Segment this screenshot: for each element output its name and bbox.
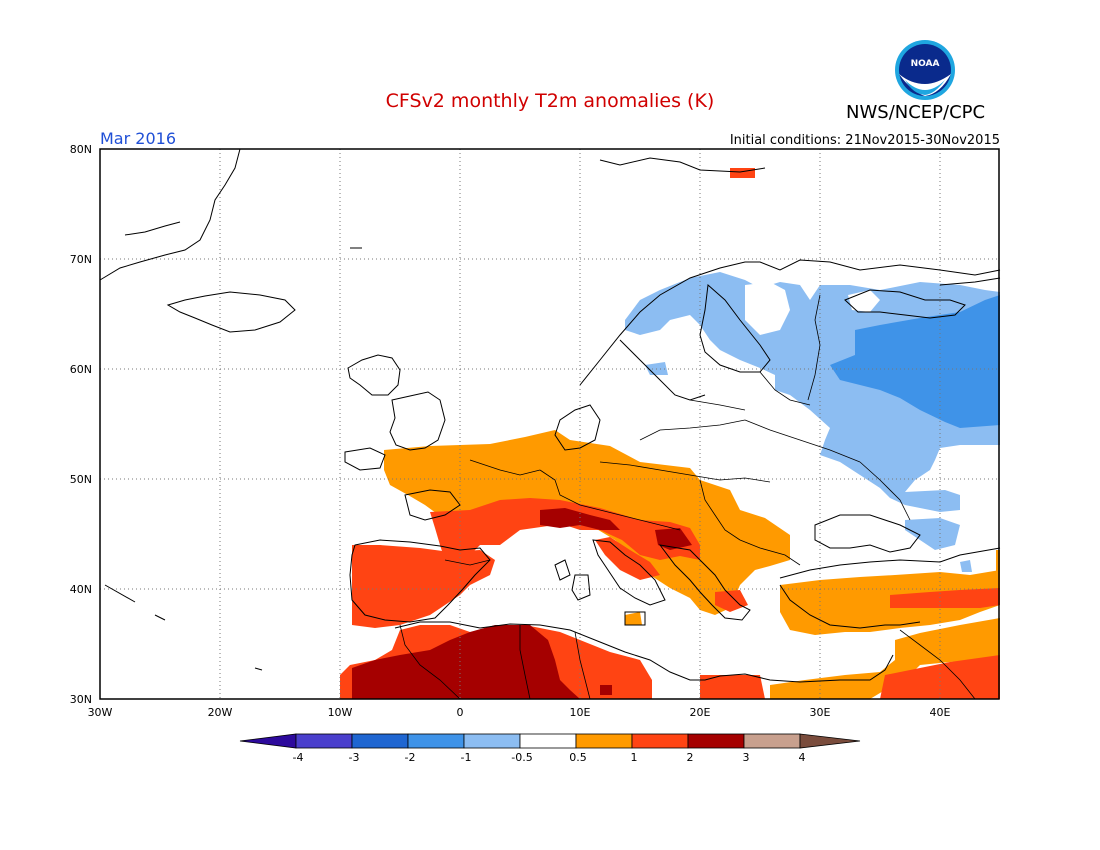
warm-anomaly-dark [352, 508, 692, 699]
colorbar-cell [631, 733, 689, 749]
coastlines [99, 148, 1001, 683]
colorbar-cell [743, 733, 801, 749]
colorbar-tick-label: 2 [686, 751, 694, 764]
lat-label-50n: 50N [69, 473, 92, 486]
country-borders [399, 294, 976, 700]
valid-month-label: Mar 2016 [100, 129, 176, 148]
colorbar-tick-label: -2 [404, 751, 416, 764]
colorbar-arrow-left [239, 733, 297, 749]
map-frame [99, 148, 1000, 700]
lon-label-30w: 30W [87, 706, 113, 719]
colorbar-tick-label: 4 [798, 751, 806, 764]
colorbar-cell [463, 733, 521, 749]
colorbar-tick-label: -1 [460, 751, 472, 764]
cold-anomaly-medium [830, 295, 1000, 428]
colorbar-cell [351, 733, 409, 749]
colorbar-cell [295, 733, 353, 749]
lat-label-60n: 60N [69, 363, 92, 376]
map-panel [99, 148, 1001, 700]
agency-label: NWS/NCEP/CPC [846, 102, 986, 123]
lon-label-40e: 40E [929, 706, 951, 719]
colorbar-cell [519, 733, 577, 749]
lon-label-10e: 10E [569, 706, 591, 719]
lon-label-10w: 10W [327, 706, 353, 719]
colorbar-arrow-right [799, 733, 861, 749]
colorbar-cell [407, 733, 465, 749]
lon-label-0: 0 [456, 706, 464, 719]
noaa-logo: NOAA [895, 40, 955, 100]
lat-label-30n: 30N [69, 693, 92, 706]
colorbar [239, 733, 861, 749]
initial-conditions-label: Initial conditions: 21Nov2015-30Nov2015 [729, 133, 1000, 148]
map-title: CFSv2 monthly T2m anomalies (K) [385, 90, 715, 112]
colorbar-tick-label: 1 [630, 751, 638, 764]
noaa-logo-text: NOAA [911, 59, 940, 69]
lon-label-20e: 20E [689, 706, 711, 719]
lon-label-20w: 20W [207, 706, 233, 719]
colorbar-tick-label: 0.5 [569, 751, 587, 764]
colorbar-tick-label: -0.5 [511, 751, 533, 764]
colorbar-cell [575, 733, 633, 749]
colorbar-tick-label: -3 [348, 751, 360, 764]
lat-label-80n: 80N [69, 143, 92, 156]
lon-label-30e: 30E [809, 706, 831, 719]
colorbar-tick-label: -4 [292, 751, 304, 764]
colorbar-tick-label: 3 [742, 751, 750, 764]
colorbar-cell [687, 733, 745, 749]
lat-label-40n: 40N [69, 583, 92, 596]
lat-label-70n: 70N [69, 253, 92, 266]
